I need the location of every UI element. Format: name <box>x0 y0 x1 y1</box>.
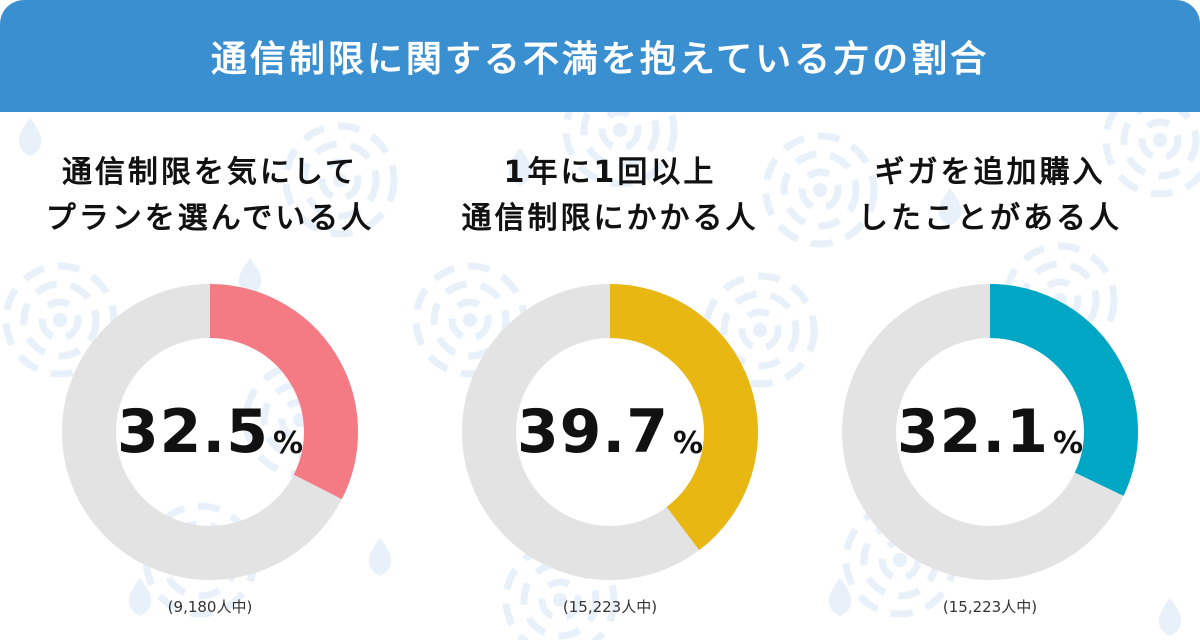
droplet-icon <box>938 188 962 226</box>
header-bar: 通信制限に関する不満を抱えている方の割合 <box>0 0 1200 112</box>
chart-title-line-2: プランを選んでいる人 <box>45 201 375 236</box>
droplet-icon <box>368 538 392 576</box>
donut-value-arc <box>609 284 758 551</box>
donut-value-arc <box>209 284 358 500</box>
percentage-unit: % <box>672 426 704 461</box>
percentage-value: 32.1 <box>896 397 1049 467</box>
percentage-label: 39.7 % <box>460 282 760 582</box>
donut-svg <box>62 284 358 580</box>
percentage-unit: % <box>272 426 304 461</box>
donut-chart: 39.7 % <box>460 282 760 582</box>
chart-title: ギガを追加購入 したことがある人 <box>790 150 1190 242</box>
chart-title-line-2: 通信制限にかかる人 <box>461 201 759 236</box>
droplet-icon <box>828 578 852 616</box>
sample-size-note: (15,223人中) <box>562 598 658 616</box>
chart-title-line-1: ギガを追加購入 <box>874 155 1106 190</box>
donut-svg <box>462 284 758 580</box>
droplet-icon <box>1158 598 1182 636</box>
droplet-icon <box>18 118 42 156</box>
droplet-icon <box>128 578 152 616</box>
chart-title-line-2: したことがある人 <box>858 201 1122 236</box>
chart-title: 1年に1回以上 通信制限にかかる人 <box>410 150 810 242</box>
sample-size-note: (9,180人中) <box>167 598 253 616</box>
wifi-icon <box>282 122 398 238</box>
chart-title-line-1: 1年に1回以上 <box>503 155 717 190</box>
wifi-icon <box>702 272 818 388</box>
chart-panel-2: 1年に1回以上 通信制限にかかる人 39.7 % (15,223人中) <box>410 150 810 630</box>
wifi-icon <box>762 132 878 248</box>
droplet-icon <box>238 258 262 296</box>
percentage-unit: % <box>1052 426 1084 461</box>
chart-panel-3: ギガを追加購入 したことがある人 32.1 % (15,223人中) <box>790 150 1190 630</box>
chart-panel-1: 通信制限を気にして プランを選んでいる人 32.5 % (9,180人中) <box>10 150 410 630</box>
donut-value-arc <box>989 284 1138 496</box>
donut-svg <box>842 284 1138 580</box>
donut-chart: 32.5 % <box>60 282 360 582</box>
donut-chart: 32.1 % <box>840 282 1140 582</box>
percentage-label: 32.5 % <box>60 282 360 582</box>
chart-title-line-1: 通信制限を気にして <box>61 155 359 190</box>
chart-title: 通信制限を気にして プランを選んでいる人 <box>10 150 410 242</box>
droplet-icon <box>508 148 532 186</box>
page-title: 通信制限に関する不満を抱えている方の割合 <box>210 39 990 80</box>
percentage-value: 32.5 <box>116 397 269 467</box>
percentage-value: 39.7 <box>516 397 669 467</box>
percentage-label: 32.1 % <box>840 282 1140 582</box>
sample-size-note: (15,223人中) <box>942 598 1038 616</box>
